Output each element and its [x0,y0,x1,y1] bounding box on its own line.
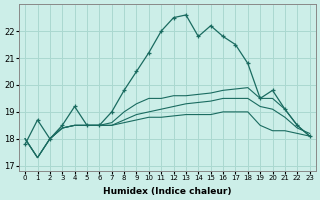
X-axis label: Humidex (Indice chaleur): Humidex (Indice chaleur) [103,187,232,196]
